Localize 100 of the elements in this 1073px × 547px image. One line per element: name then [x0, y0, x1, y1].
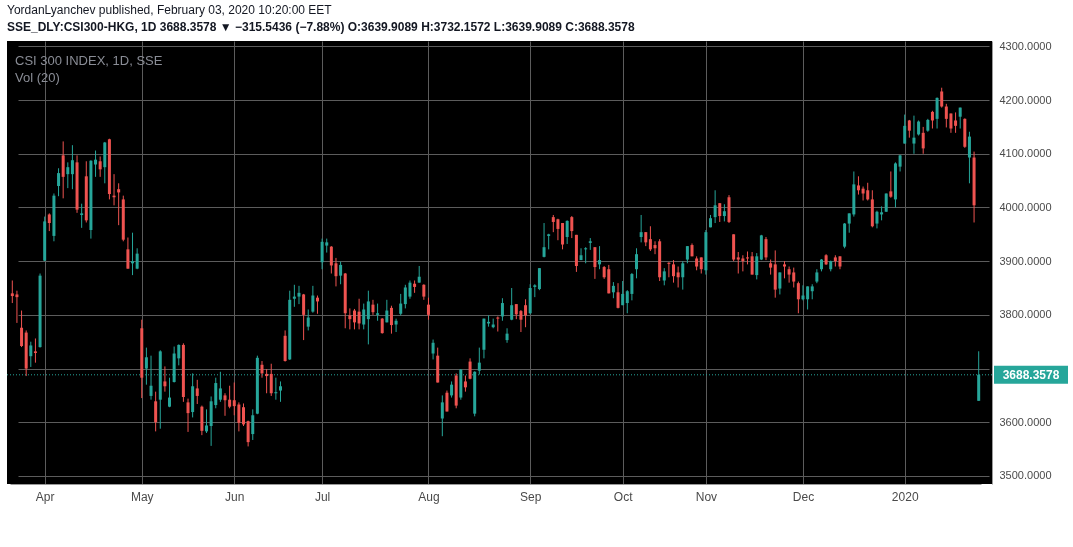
- candlestick: [163, 365, 167, 393]
- candlestick: [778, 271, 782, 295]
- candlestick: [621, 280, 625, 306]
- candlestick: [806, 285, 810, 310]
- y-tick-label: 4300.0000: [999, 39, 1052, 52]
- candlestick: [70, 144, 74, 190]
- candlestick: [718, 202, 722, 223]
- candlestick: [357, 298, 361, 330]
- candlestick: [403, 284, 407, 309]
- candlestick: [496, 315, 500, 332]
- chart-title: YordanLyanchev published, February 03, 2020 10:20:00 EET: [7, 3, 333, 18]
- chart-subtitle: SSE_DLY:CSI300-HKG, 1D 3688.3578 ▼ −315.5436 (−7.88%) O:3639.9089 H:3732.1572 L:3639.9089 C:3688.3578: [7, 20, 635, 35]
- ref-line-label: 3688.3578: [1002, 367, 1060, 382]
- candlestick: [750, 251, 754, 276]
- candlestick: [29, 341, 33, 368]
- candlestick: [598, 245, 602, 270]
- candlestick: [269, 363, 273, 397]
- candlestick: [431, 339, 435, 360]
- candlestick: [246, 420, 250, 447]
- candlestick: [80, 203, 84, 229]
- candlestick: [131, 232, 135, 276]
- x-tick-label: Sep: [520, 489, 542, 504]
- y-tick-label: 4100.0000: [999, 147, 1052, 160]
- y-tick-label: 3800.0000: [999, 308, 1052, 321]
- candlestick: [746, 250, 749, 265]
- candlestick: [672, 259, 676, 284]
- candlestick: [168, 377, 172, 408]
- candlestick: [33, 337, 37, 364]
- candlestick: [537, 267, 541, 291]
- y-tick-label: 3900.0000: [999, 254, 1052, 267]
- candlestick: [903, 114, 907, 145]
- candlestick: [292, 284, 296, 308]
- candlestick: [94, 150, 98, 178]
- candlestick: [274, 377, 278, 401]
- candlestick: [510, 287, 514, 321]
- x-tick-label: Oct: [613, 489, 634, 504]
- candlestick: [889, 170, 893, 199]
- candlestick: [126, 237, 130, 270]
- x-tick-label: 2020: [891, 489, 919, 504]
- candlestick: [186, 398, 190, 433]
- candlestick: [755, 252, 759, 280]
- candlestick: [630, 272, 634, 301]
- x-tick-label: Dec: [792, 489, 815, 504]
- candlestick: [843, 222, 847, 249]
- x-tick-label: Jun: [225, 489, 245, 504]
- candlestick: [348, 307, 352, 330]
- candlestick: [57, 167, 61, 197]
- candlestick: [796, 281, 800, 314]
- x-tick-label: Aug: [418, 489, 440, 504]
- candlestick: [944, 103, 948, 128]
- candlestick: [500, 297, 504, 322]
- candlestick: [445, 390, 449, 413]
- candlestick: [389, 305, 393, 335]
- candlestick: [408, 279, 412, 300]
- candlestick: [260, 360, 264, 379]
- candlestick: [639, 214, 643, 243]
- candlestick: [935, 96, 939, 130]
- candlestick: [329, 245, 333, 275]
- candlestick: [242, 402, 245, 427]
- candlestick: [648, 225, 652, 252]
- candlestick: [477, 347, 481, 375]
- candlestick: [195, 379, 199, 405]
- candlestick: [10, 279, 14, 304]
- candlestick: [681, 260, 685, 291]
- candlestick: [542, 222, 546, 258]
- y-tick-label: 3500.0000: [999, 469, 1052, 482]
- candlestick: [426, 297, 430, 321]
- candlestick: [856, 175, 860, 196]
- candlestick: [570, 215, 574, 239]
- candlestick: [579, 247, 583, 261]
- candlestick: [565, 219, 569, 245]
- candlestick: [278, 380, 282, 403]
- candlestick: [676, 266, 680, 288]
- candlestick: [954, 111, 958, 134]
- candlestick: [440, 394, 444, 437]
- candlestick: [713, 189, 717, 224]
- candlestick: [251, 408, 255, 441]
- candlestick: [339, 261, 343, 285]
- y-tick-label: 3600.0000: [999, 415, 1052, 428]
- candlestick: [399, 293, 403, 316]
- candlestick: [764, 236, 768, 261]
- candlestick: [237, 401, 241, 432]
- candlestick: [228, 385, 232, 409]
- candlestick: [205, 408, 209, 434]
- candlestick: [792, 267, 796, 288]
- candlestick: [635, 247, 639, 279]
- candlestick: [265, 368, 269, 394]
- y-tick-label: 4200.0000: [999, 93, 1052, 106]
- x-tick-label: Nov: [695, 489, 718, 504]
- candlestick: [667, 261, 671, 278]
- candlestick: [584, 246, 588, 264]
- x-tick-label: May: [130, 489, 154, 504]
- candlestick: [366, 290, 370, 345]
- candlestick: [593, 246, 597, 280]
- x-tick-label: Jul: [314, 489, 331, 504]
- candlestick: [311, 285, 315, 314]
- candlestick: [524, 298, 528, 328]
- candlestick: [741, 254, 745, 272]
- candlestick: [884, 193, 888, 213]
- candlestick: [15, 290, 19, 324]
